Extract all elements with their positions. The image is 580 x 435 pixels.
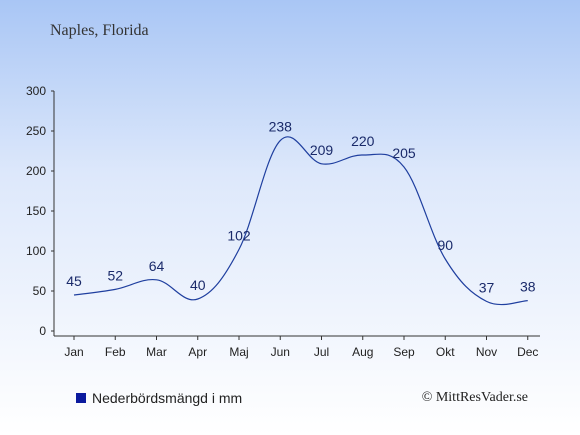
x-tick-label: Jan [64,345,83,359]
x-tick-label: Sep [393,345,415,359]
x-tick-label: Jul [314,345,329,359]
data-label: 52 [107,267,123,283]
series-line-precipitation [73,136,528,306]
y-tick-label: 0 [39,324,46,338]
y-tick-label: 250 [26,124,46,138]
chart-title: Naples, Florida [50,22,149,39]
data-label: 40 [190,277,206,293]
data-label: 45 [66,273,82,289]
x-tick-label: Apr [188,345,207,359]
data-label: 220 [351,133,375,149]
y-tick-label: 50 [33,284,47,298]
data-label: 205 [392,145,416,161]
legend-label: Nederbördsmängd i mm [92,390,243,406]
data-label: 64 [149,258,165,274]
data-label: 37 [479,279,495,295]
legend: Nederbördsmängd i mm [76,390,242,406]
x-tick-label: Dec [517,345,538,359]
x-tick-label: Okt [436,345,455,359]
data-label: 90 [437,237,453,253]
x-tick-label: Jun [271,345,290,359]
y-tick-label: 100 [26,244,46,258]
y-tick-label: 150 [26,204,46,218]
x-tick-label: Maj [229,345,248,359]
y-tick-label: 200 [26,164,46,178]
x-tick-label: Feb [105,345,126,359]
y-tick-label: 300 [26,84,46,98]
x-tick-label: Mar [146,345,167,359]
legend-swatch [76,393,86,403]
data-label: 38 [520,279,536,295]
x-tick-label: Aug [352,345,373,359]
x-tick-label: Nov [476,345,497,359]
data-label: 238 [269,119,293,135]
data-label: 209 [310,142,334,158]
copyright-text: © MittResVader.se [421,390,528,405]
data-label: 102 [227,227,251,243]
